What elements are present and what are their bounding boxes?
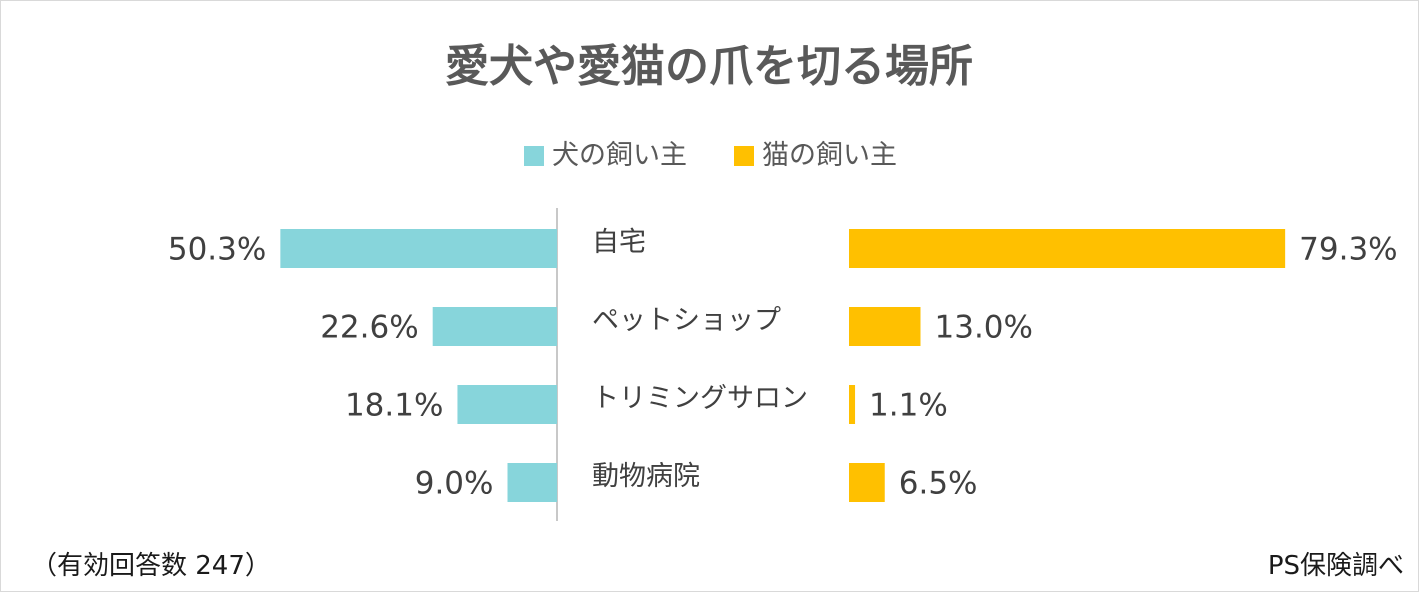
- category-label: 動物病院: [592, 461, 700, 492]
- legend: 犬の飼い主 猫の飼い主: [524, 140, 897, 171]
- cat-bar: [849, 463, 885, 502]
- category-label: トリミングサロン: [592, 383, 808, 414]
- legend-label-dog: 犬の飼い主: [552, 140, 687, 171]
- dog-bar: [507, 463, 557, 502]
- legend-label-cat: 猫の飼い主: [762, 140, 897, 171]
- dog-value-label: 9.0%: [415, 466, 494, 502]
- dog-bar: [432, 307, 557, 346]
- dog-value-label: 22.6%: [320, 310, 418, 346]
- source-note: PS保険調べ: [1268, 551, 1404, 581]
- chart-title: 愛犬や愛猫の爪を切る場所: [445, 41, 973, 92]
- legend-swatch-dog: [524, 146, 544, 166]
- cat-bar: [849, 229, 1286, 268]
- cat-value-label: 79.3%: [1299, 232, 1397, 268]
- response-count-note: （有効回答数 247）: [31, 551, 271, 581]
- dog-owner-bars: 50.3% 22.6% 18.1% 9.0%: [168, 229, 557, 502]
- cat-value-label: 1.1%: [869, 388, 948, 424]
- dog-value-label: 50.3%: [168, 232, 266, 268]
- legend-swatch-cat: [734, 146, 754, 166]
- cat-bar: [849, 307, 921, 346]
- dog-bar: [280, 229, 557, 268]
- category-label: ペットショップ: [592, 305, 781, 336]
- cat-value-label: 13.0%: [935, 310, 1033, 346]
- dog-value-label: 18.1%: [345, 388, 443, 424]
- cat-bar: [849, 385, 856, 424]
- cat-value-label: 6.5%: [899, 466, 978, 502]
- dog-bar: [457, 385, 557, 424]
- cat-owner-bars: 79.3% 13.0% 1.1% 6.5%: [849, 229, 1398, 502]
- category-label: 自宅: [592, 227, 646, 258]
